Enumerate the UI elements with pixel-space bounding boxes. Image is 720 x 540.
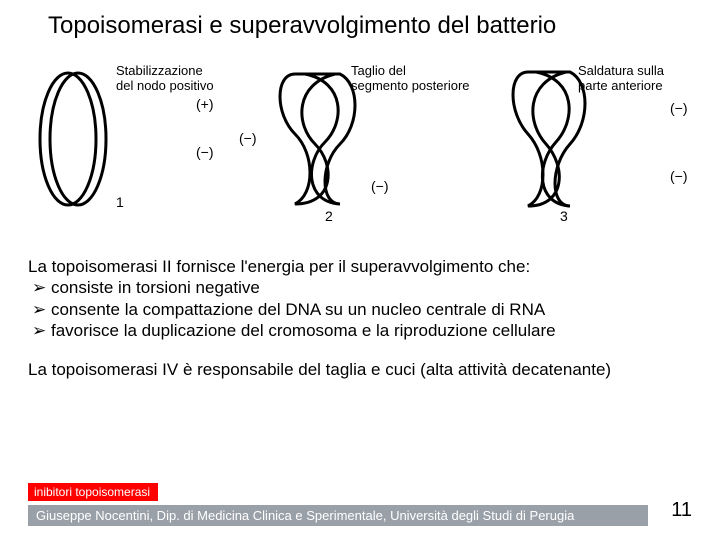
stage3-minus2: (−) [670,168,688,184]
stage1-label: Stabilizzazione del nodo positivo [116,64,236,94]
paragraph-2: La topoisomerasi IV è responsabile del t… [28,359,692,380]
diagram-stage-3: Saldatura sulla parte anteriore (−) (−) … [500,58,690,228]
stage2-label: Taglio del segmento posteriore [351,64,501,94]
slide-title: Topoisomerasi e superavvolgimento del ba… [48,12,692,40]
paragraph-1: La topoisomerasi II fornisce l'energia p… [28,256,692,341]
diagram-stage-2: Taglio del segmento posteriore (−) (−) 2 [265,58,465,228]
stage3-minus1: (−) [670,100,688,116]
stage3-label: Saldatura sulla parte anteriore [578,64,708,94]
para1-bullet-1: consiste in torsioni negative [28,277,692,298]
stage2-num: 2 [325,208,333,224]
stage2-minus2: (−) [371,178,389,194]
footer-tag: inibitori topoisomerasi [28,483,158,501]
diagram-stage-1: Stabilizzazione del nodo positivo (+) (−… [30,58,210,228]
para1-intro: La topoisomerasi II fornisce l'energia p… [28,256,692,277]
stage3-num: 3 [560,208,568,224]
stage1-num: 1 [116,194,124,210]
para1-bullet-2: consente la compattazione del DNA su un … [28,299,692,320]
footer: inibitori topoisomerasi Giuseppe Nocenti… [28,483,692,526]
para1-bullet-3: favorisce la duplicazione del cromosoma … [28,320,692,341]
page-number: 11 [671,499,692,522]
loop-icon [30,64,120,214]
stage2-minus1: (−) [239,130,257,146]
stage1-plus: (+) [196,96,214,112]
stage1-minus: (−) [196,144,214,160]
footer-credit: Giuseppe Nocentini, Dip. di Medicina Cli… [28,505,648,526]
diagram: Stabilizzazione del nodo positivo (+) (−… [30,58,690,228]
slide: Topoisomerasi e superavvolgimento del ba… [0,0,720,540]
